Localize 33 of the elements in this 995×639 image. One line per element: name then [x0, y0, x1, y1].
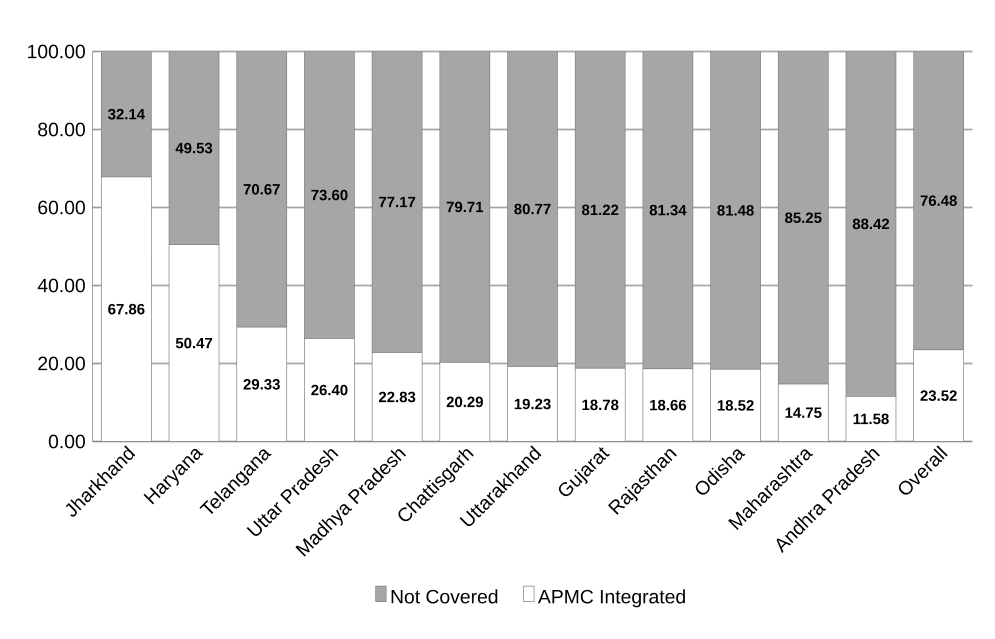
- data-label: 88.42: [852, 218, 890, 230]
- data-label: 70.67: [244, 184, 280, 195]
- data-label: 50.47: [176, 338, 212, 348]
- data-label: 20.29: [446, 396, 483, 408]
- data-label: 14.75: [786, 408, 822, 418]
- data-label: 81.22: [582, 204, 618, 216]
- data-label: 18.52: [718, 400, 754, 411]
- data-label: 18.78: [582, 400, 618, 410]
- data-label: 22.83: [378, 392, 416, 402]
- y-tick-label: 20.00: [38, 356, 85, 370]
- data-label: 23.52: [920, 390, 957, 401]
- data-label: 79.71: [446, 202, 484, 212]
- data-label: 19.23: [514, 398, 551, 410]
- data-label: 76.48: [920, 195, 957, 206]
- y-tick-label: 100.00: [28, 44, 85, 58]
- data-label: 11.58: [854, 414, 889, 424]
- data-label: 81.48: [717, 205, 754, 216]
- data-label: 29.33: [244, 379, 280, 390]
- data-label: 77.17: [379, 196, 416, 208]
- y-tick-label: 80.00: [38, 122, 85, 136]
- data-label: 32.14: [108, 108, 145, 120]
- data-label: 18.66: [650, 400, 686, 410]
- y-tick-label: 40.00: [38, 278, 85, 292]
- data-label: 80.77: [514, 204, 551, 214]
- legend-label: APMC Integrated: [538, 589, 685, 608]
- data-label: 67.86: [108, 304, 145, 314]
- y-tick-label: 60.00: [38, 200, 85, 214]
- legend-label: Not Covered: [392, 589, 498, 604]
- data-label: 85.25: [785, 212, 822, 224]
- data-label: 81.34: [650, 204, 687, 216]
- data-label: 49.53: [176, 142, 212, 154]
- data-label: 73.60: [311, 190, 348, 200]
- data-label: 26.40: [311, 384, 348, 396]
